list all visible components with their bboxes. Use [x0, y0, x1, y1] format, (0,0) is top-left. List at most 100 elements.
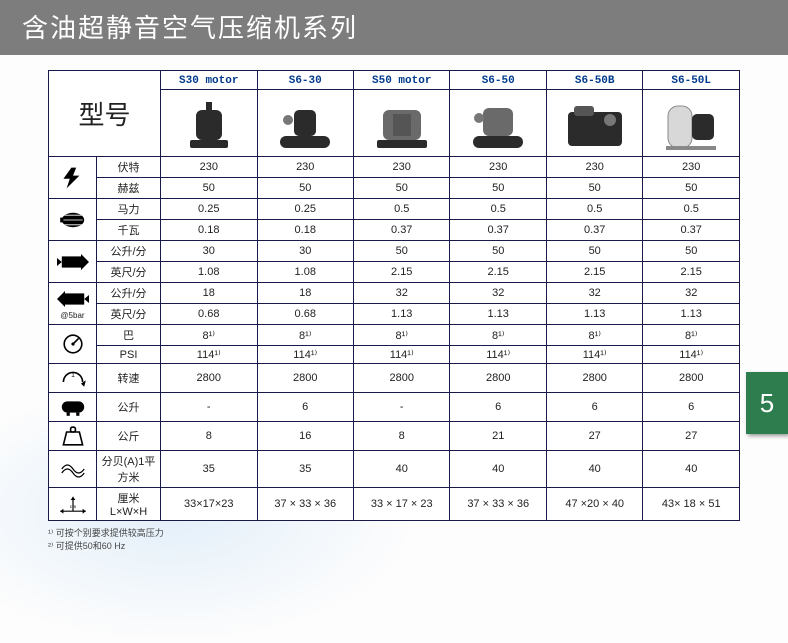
spec-value: 1.13 — [353, 304, 449, 325]
spec-value: 230 — [643, 157, 740, 178]
spec-value: 114¹⁾ — [546, 346, 642, 364]
spec-value: 32 — [546, 283, 642, 304]
model-image — [450, 90, 546, 157]
spec-value: 0.37 — [546, 220, 642, 241]
spec-value: 50 — [353, 178, 449, 199]
row-label: 公升 — [97, 393, 161, 422]
spec-value: 2800 — [257, 364, 353, 393]
tank-icon — [49, 393, 97, 422]
spec-value: 6 — [546, 393, 642, 422]
spec-value: 230 — [353, 157, 449, 178]
spec-value: 32 — [450, 283, 546, 304]
spec-value: 6 — [450, 393, 546, 422]
noise-icon — [49, 451, 97, 488]
spec-value: 230 — [257, 157, 353, 178]
weight-icon — [49, 422, 97, 451]
intake-icon — [49, 241, 97, 283]
spec-value: 8¹⁾ — [161, 325, 257, 346]
spec-value: 33×17×23 — [161, 488, 257, 521]
spec-value: 43× 18 × 51 — [643, 488, 740, 521]
spec-value: 0.25 — [161, 199, 257, 220]
spec-value: 2800 — [450, 364, 546, 393]
row-label: 分贝(A)1平方米 — [97, 451, 161, 488]
spec-value: 8¹⁾ — [257, 325, 353, 346]
model-name: S6-30 — [257, 71, 353, 90]
spec-value: 35 — [161, 451, 257, 488]
dims-icon: cm — [49, 488, 97, 521]
spec-value: 0.37 — [353, 220, 449, 241]
row-label: 转速 — [97, 364, 161, 393]
spec-value: 1.13 — [643, 304, 740, 325]
spec-value: 0.68 — [161, 304, 257, 325]
corner-model-label: 型号 — [49, 71, 161, 157]
spec-value: 6 — [643, 393, 740, 422]
page-number-badge: 5 — [746, 372, 788, 434]
spec-value: 16 — [257, 422, 353, 451]
footnote-1: ¹⁾ 可按个别要求提供较高压力 — [48, 527, 740, 540]
spec-value: 30 — [257, 241, 353, 262]
rpm-icon: 1 — [49, 364, 97, 393]
footnote-2: ²⁾ 可提供50和60 Hz — [48, 540, 740, 553]
spec-value: 32 — [353, 283, 449, 304]
spec-value: 0.18 — [161, 220, 257, 241]
page-number: 5 — [760, 388, 774, 419]
spec-value: 230 — [546, 157, 642, 178]
output-icon: @5bar — [49, 283, 97, 325]
spec-value: 114¹⁾ — [450, 346, 546, 364]
spec-value: 47 ×20 × 40 — [546, 488, 642, 521]
row-label: 厘米 L×W×H — [97, 488, 161, 521]
spec-table: 型号S30 motorS6-30S50 motorS6-50S6-50BS6-5… — [48, 70, 740, 521]
spec-value: 50 — [643, 241, 740, 262]
spec-value: 0.5 — [450, 199, 546, 220]
spec-value: 8 — [161, 422, 257, 451]
spec-value: 8¹⁾ — [643, 325, 740, 346]
spec-value: 0.5 — [643, 199, 740, 220]
spec-value: 2800 — [643, 364, 740, 393]
spec-value: 6 — [257, 393, 353, 422]
spec-value: 50 — [353, 241, 449, 262]
spec-value: 114¹⁾ — [257, 346, 353, 364]
row-label: 公升/分 — [97, 241, 161, 262]
spec-value: 0.5 — [546, 199, 642, 220]
spec-value: 2.15 — [643, 262, 740, 283]
row-label: 马力 — [97, 199, 161, 220]
bolt-icon — [49, 157, 97, 199]
row-label: 伏特 — [97, 157, 161, 178]
model-image — [257, 90, 353, 157]
spec-value: 2.15 — [353, 262, 449, 283]
model-name: S6-50B — [546, 71, 642, 90]
spec-value: - — [353, 393, 449, 422]
spec-value: 40 — [643, 451, 740, 488]
spec-value: 1.13 — [546, 304, 642, 325]
spec-value: 50 — [450, 241, 546, 262]
spec-value: 2.15 — [450, 262, 546, 283]
row-label: 英尺/分 — [97, 304, 161, 325]
model-name: S6-50L — [643, 71, 740, 90]
motor-icon — [49, 199, 97, 241]
svg-text:1: 1 — [71, 372, 75, 379]
spec-value: 50 — [161, 178, 257, 199]
spec-value: 50 — [643, 178, 740, 199]
spec-value: 37 × 33 × 36 — [257, 488, 353, 521]
spec-value: 50 — [450, 178, 546, 199]
spec-value: 50 — [546, 178, 642, 199]
spec-value: 18 — [161, 283, 257, 304]
spec-value: 230 — [161, 157, 257, 178]
spec-value: 2800 — [161, 364, 257, 393]
spec-value: 8¹⁾ — [546, 325, 642, 346]
spec-value: 35 — [257, 451, 353, 488]
spec-value: 1.08 — [257, 262, 353, 283]
spec-value: 8 — [353, 422, 449, 451]
row-label: 巴 — [97, 325, 161, 346]
spec-value: 33 × 17 × 23 — [353, 488, 449, 521]
row-label: 赫兹 — [97, 178, 161, 199]
footnotes: ¹⁾ 可按个别要求提供较高压力 ²⁾ 可提供50和60 Hz — [48, 527, 740, 552]
model-name: S30 motor — [161, 71, 257, 90]
spec-value: 40 — [546, 451, 642, 488]
spec-value: 8¹⁾ — [450, 325, 546, 346]
spec-value: 0.37 — [643, 220, 740, 241]
spec-value: 1.13 — [450, 304, 546, 325]
spec-value: 40 — [450, 451, 546, 488]
spec-value: 0.37 — [450, 220, 546, 241]
spec-value: 1.08 — [161, 262, 257, 283]
